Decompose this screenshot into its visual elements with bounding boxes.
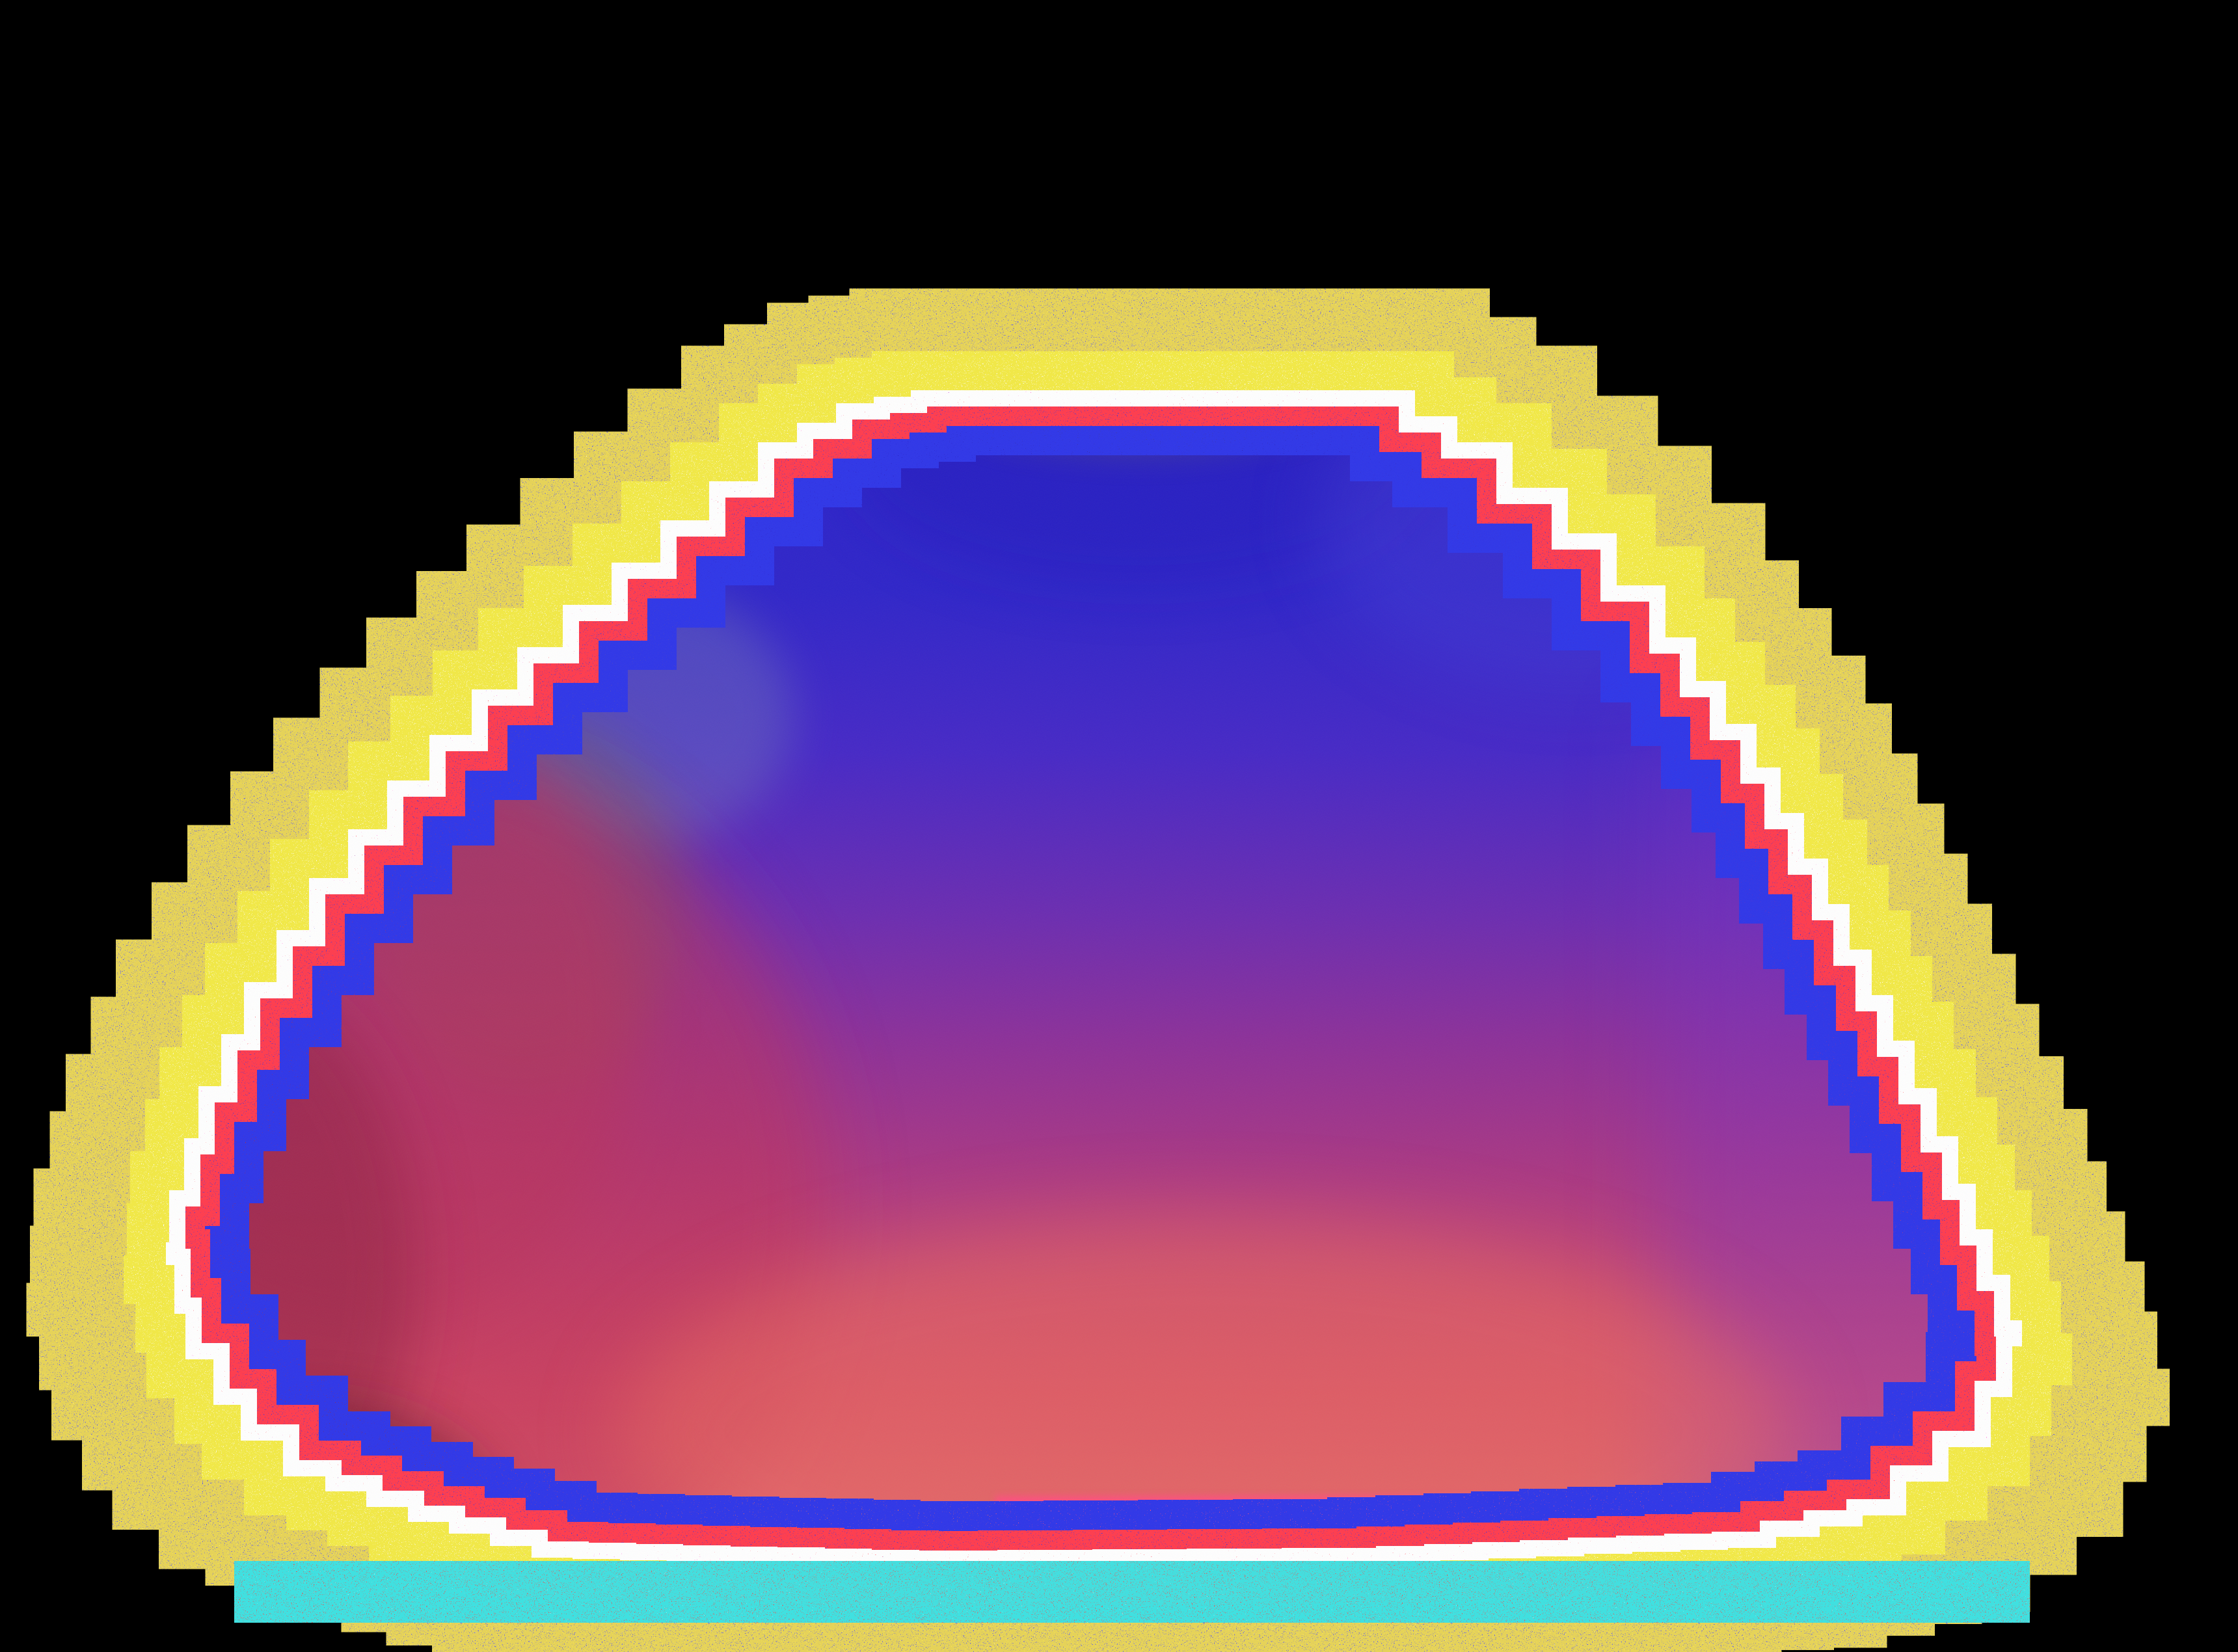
degraded-photo-canvas (0, 0, 2238, 1652)
blob-scene (0, 0, 2238, 1652)
